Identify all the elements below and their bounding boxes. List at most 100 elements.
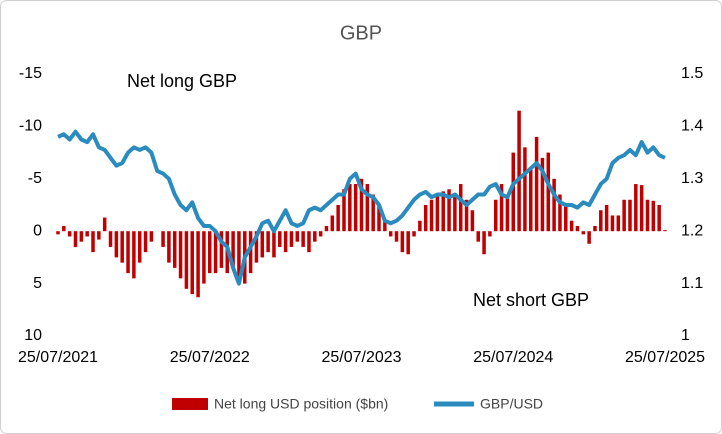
annotation: Net short GBP [473, 290, 589, 310]
bar [575, 225, 580, 232]
bar [342, 189, 346, 232]
bar [289, 231, 294, 247]
bar [295, 231, 300, 242]
bar [540, 157, 545, 232]
y2-tick-label: 1.1 [681, 275, 703, 292]
bar [371, 194, 375, 232]
x-tick-label: 25/07/2021 [18, 349, 98, 366]
bar [260, 231, 265, 258]
bar [202, 231, 206, 284]
bar [412, 231, 416, 237]
line [57, 129, 666, 286]
bar [313, 231, 317, 242]
y-tick-label: 5 [33, 275, 42, 292]
y-tick-label: 10 [24, 327, 42, 344]
bar [616, 215, 621, 232]
bar [663, 230, 667, 232]
x-tick-label: 25/07/2025 [625, 349, 705, 366]
bar [429, 199, 434, 232]
bar [324, 225, 329, 232]
bar [529, 168, 533, 232]
bar [167, 231, 171, 263]
y-tick-label: -10 [19, 118, 42, 135]
bar [657, 205, 661, 232]
bar [476, 231, 480, 242]
bar [569, 220, 574, 232]
bar [488, 231, 492, 237]
y2-tick-label: 1.3 [681, 170, 703, 187]
bar [318, 231, 323, 237]
bar [622, 199, 626, 232]
bar [120, 231, 124, 263]
y2-tick-label: 1.4 [681, 118, 703, 135]
bar [114, 231, 119, 258]
bar [132, 231, 136, 279]
bar [499, 184, 504, 232]
bar [67, 231, 72, 237]
bar [511, 152, 516, 232]
bar [447, 189, 451, 232]
bar [254, 231, 259, 263]
bar [56, 231, 60, 235]
bar [435, 194, 440, 232]
bar [62, 225, 66, 232]
bar [458, 184, 463, 232]
bar [634, 184, 638, 232]
bar [137, 231, 142, 263]
bar [231, 231, 235, 268]
bar [377, 205, 381, 232]
bar [79, 231, 84, 242]
bar [604, 205, 609, 232]
bar [552, 178, 556, 232]
bar [213, 231, 218, 274]
y2-tick-label: 1 [681, 327, 690, 344]
bar [108, 231, 113, 247]
y-tick-label: -5 [28, 170, 42, 187]
bar [482, 231, 486, 255]
bar [639, 185, 644, 232]
y2-tick-label: 1.2 [681, 222, 703, 239]
bar [593, 225, 597, 232]
bar [278, 231, 282, 247]
legend-label: Net long USD position ($bn) [214, 396, 388, 412]
bar [172, 231, 177, 268]
bar [546, 152, 551, 232]
bar [628, 199, 632, 232]
bar [394, 231, 399, 242]
bar [178, 231, 183, 279]
y-tick-label: 0 [33, 222, 42, 239]
bar [564, 205, 568, 232]
bar [470, 210, 475, 232]
bar [400, 231, 405, 253]
x-tick-label: 25/07/2023 [321, 349, 401, 366]
bar [523, 147, 527, 232]
bar [266, 231, 270, 253]
bar [359, 178, 364, 232]
bar [196, 231, 200, 298]
bar [423, 205, 428, 232]
bar [336, 205, 340, 232]
bar [348, 184, 352, 232]
x-tick-label: 25/07/2024 [473, 349, 553, 366]
bar [558, 194, 562, 232]
bar [365, 184, 370, 232]
y-tick-label: -15 [19, 65, 42, 82]
y2-tick-label: 1.5 [681, 65, 703, 82]
bar [406, 231, 410, 255]
bar [517, 110, 521, 232]
annotation: Net long GBP [127, 71, 237, 91]
legend-swatch [172, 398, 208, 410]
bar [383, 220, 387, 232]
bar [283, 231, 288, 253]
bar [441, 191, 445, 232]
bar [190, 231, 194, 295]
bar [97, 231, 101, 240]
bar [505, 194, 510, 232]
bar [85, 231, 89, 237]
bar [610, 215, 615, 232]
bar [418, 220, 422, 232]
x-tick-label: 25/07/2022 [170, 349, 250, 366]
bar [91, 231, 95, 253]
